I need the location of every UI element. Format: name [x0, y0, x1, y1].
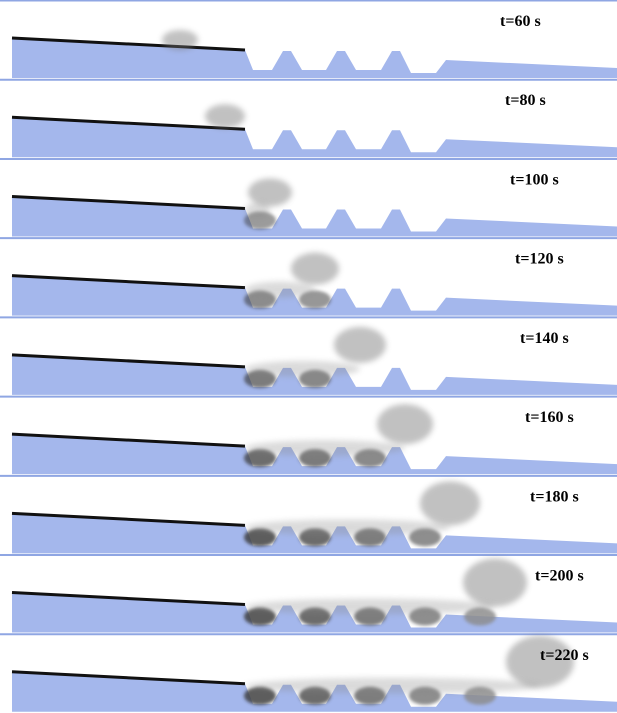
- panel: t=80 s: [0, 80, 617, 158]
- plume-body: [245, 202, 270, 218]
- plume-head: [248, 178, 292, 206]
- plume-body: [245, 440, 405, 456]
- plume-body: [245, 519, 450, 535]
- time-label: t=100 s: [510, 171, 559, 188]
- time-label: t=160 s: [525, 409, 574, 426]
- panel: t=60 s: [0, 1, 617, 79]
- plume-body: [245, 361, 360, 377]
- plume-body: [245, 282, 315, 298]
- time-label: t=220 s: [540, 647, 589, 664]
- plume-head: [334, 327, 386, 363]
- plume-head: [205, 104, 245, 128]
- time-label: t=200 s: [535, 568, 584, 585]
- panel: t=120 s: [0, 238, 617, 315]
- panel: t=200 s: [0, 555, 617, 633]
- plume-head: [162, 30, 198, 50]
- panel: t=100 s: [0, 159, 617, 237]
- panel: t=140 s: [0, 317, 617, 395]
- panel: t=180 s: [0, 476, 617, 553]
- time-label: t=180 s: [530, 488, 579, 505]
- plume-head: [463, 559, 527, 607]
- plume-body: [245, 678, 540, 694]
- figure: t=60 s t=80 s t=100 s t=120 s t=140 s t=160 s…: [0, 0, 617, 713]
- plume-body: [245, 599, 495, 615]
- time-label: t=80 s: [505, 92, 546, 109]
- plume-head: [377, 404, 433, 444]
- time-label: t=140 s: [520, 330, 569, 347]
- time-label: t=60 s: [500, 13, 541, 30]
- time-label: t=120 s: [515, 251, 564, 268]
- panel: t=220 s: [0, 634, 617, 712]
- plume-head: [420, 481, 480, 525]
- panel: t=160 s: [0, 397, 617, 475]
- plume-head: [291, 253, 339, 285]
